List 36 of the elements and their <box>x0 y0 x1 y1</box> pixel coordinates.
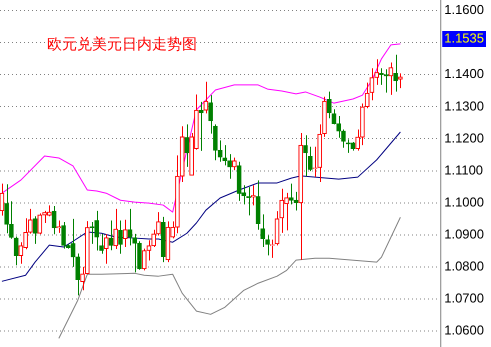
candlestick <box>246 186 251 216</box>
candlestick <box>122 219 128 248</box>
candlestick <box>204 81 208 114</box>
candlestick <box>364 82 370 109</box>
candlestick <box>393 54 398 92</box>
candlestick <box>118 220 123 254</box>
y-tick-label: 1.0900 <box>444 226 484 242</box>
candlestick <box>379 68 384 86</box>
y-tick-label: 1.1000 <box>444 194 484 210</box>
y-tick-label: 1.1100 <box>444 162 484 178</box>
text: 1.1535 <box>444 30 484 46</box>
y-tick-label: 1.1400 <box>444 66 484 82</box>
candlestick <box>388 62 394 96</box>
candlestick <box>232 157 237 171</box>
candlestick <box>32 216 38 244</box>
text: 欧元兑美元日内走势图 <box>47 36 197 54</box>
candlestick <box>326 91 332 119</box>
y-tick-label: 1.1300 <box>444 98 484 114</box>
candlestick <box>398 72 403 89</box>
candlestick <box>0 183 4 216</box>
candlestick <box>52 206 56 235</box>
y-tick-label: 1.0700 <box>444 290 484 306</box>
candlestick <box>184 124 190 168</box>
candlestick <box>222 144 228 166</box>
y-tick-label: 1.1600 <box>444 2 484 18</box>
y-tick-label: 1.0600 <box>444 322 484 338</box>
candlestick <box>38 212 42 235</box>
candlestick <box>370 68 374 101</box>
y-tick-label: 1.0800 <box>444 258 484 274</box>
candlestick <box>108 220 114 251</box>
y-tick-label: 1.1200 <box>444 130 484 146</box>
candlestick <box>14 236 18 266</box>
candlestick <box>142 248 147 271</box>
candlestick <box>104 234 109 264</box>
candlestick <box>113 208 118 250</box>
candlestick <box>94 210 100 252</box>
